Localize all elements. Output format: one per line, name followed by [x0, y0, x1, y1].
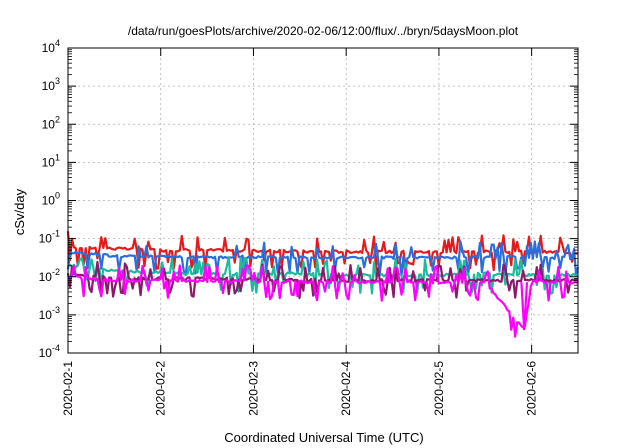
y-tick-label: 10-2	[39, 267, 60, 284]
y-tick-label: 102	[42, 114, 60, 131]
x-tick-label: 2020-02-4	[339, 361, 353, 416]
series-line	[67, 264, 579, 338]
x-tick-label: 2020-02-6	[525, 361, 539, 416]
x-tick-label: 2020-02-1	[61, 361, 75, 416]
x-tick-label: 2020-02-2	[154, 361, 168, 416]
y-tick-label: 10-1	[39, 229, 60, 246]
x-tick-label: 2020-02-3	[246, 361, 260, 416]
x-tick-labels: 2020-02-1 2020-02-2 2020-02-3 2020-02-4 2020…	[61, 361, 539, 416]
y-axis-title: cSv/day	[12, 188, 27, 235]
y-tick-label: 104	[42, 38, 60, 55]
gridlines	[68, 48, 578, 353]
y-tick-label: 10-3	[39, 305, 60, 322]
axis-ticks	[67, 47, 578, 354]
x-tick-label: 2020-02-5	[432, 361, 446, 416]
y-tick-label: 100	[42, 191, 60, 208]
series-dip	[520, 282, 529, 331]
y-tick-label: 101	[42, 152, 60, 169]
y-tick-label: 10-4	[39, 343, 60, 360]
series-group	[66, 231, 580, 338]
series-line	[66, 231, 579, 272]
y-tick-label: 103	[42, 76, 60, 93]
series-line	[66, 240, 580, 277]
series-line	[66, 260, 579, 300]
y-tick-labels: 10-4 10-3 10-2 10-1 100 101 102 103 104	[39, 38, 60, 360]
x-axis-title: Coordinated Universal Time (UTC)	[224, 430, 423, 445]
chart-title: /data/run/goesPlots/archive/2020-02-06/1…	[128, 24, 519, 38]
